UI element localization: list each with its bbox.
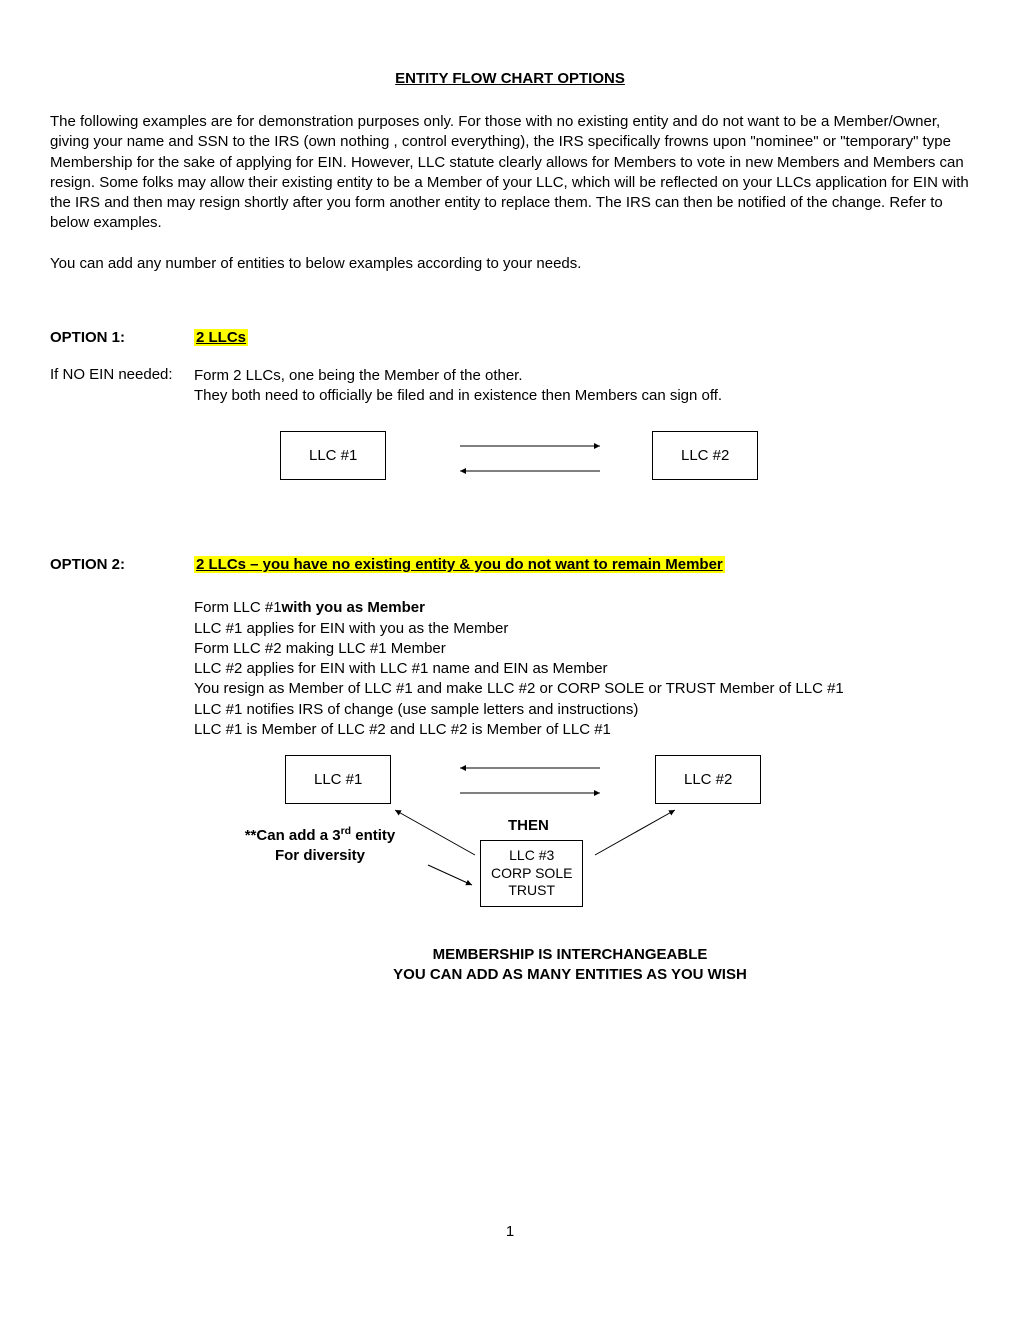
- page-number: 1: [0, 1223, 1020, 1240]
- node2-llc2: LLC #2: [655, 755, 761, 804]
- footer-message: MEMBERSHIP IS INTERCHANGEABLE YOU CAN AD…: [170, 945, 970, 986]
- option-2-header: OPTION 2: 2 LLCs – you have no existing …: [50, 556, 970, 573]
- option-2-body: Form LLC #1with you as Member LLC #1 app…: [50, 598, 970, 740]
- intro-paragraph-2: You can add any number of entities to be…: [50, 254, 970, 274]
- opt2-l7: LLC #1 is Member of LLC #2 and LLC #2 is…: [194, 721, 611, 738]
- bidir-arrows2-icon: [430, 755, 630, 810]
- intro-paragraph-1: The following examples are for demonstra…: [50, 112, 970, 234]
- opt2-l5: You resign as Member of LLC #1 and make …: [194, 680, 844, 697]
- bidir-arrows-icon: [430, 431, 630, 486]
- option-1-header: OPTION 1: 2 LLCs: [50, 329, 970, 346]
- opt2-l1b: with you as Member: [282, 599, 425, 616]
- option-2-label: OPTION 2:: [50, 556, 194, 573]
- option-1-sublabel: If NO EIN needed:: [50, 366, 194, 407]
- option-1-line1: Form 2 LLCs, one being the Member of the…: [194, 367, 523, 384]
- node-llc2: LLC #2: [652, 431, 758, 480]
- opt2-l4: LLC #2 applies for EIN with LLC #1 name …: [194, 660, 608, 677]
- option-2-title: 2 LLCs – you have no existing entity & y…: [194, 556, 725, 573]
- opt2-l6: LLC #1 notifies IRS of change (use sampl…: [194, 701, 638, 718]
- option-1-line2: They both need to officially be filed an…: [194, 387, 722, 404]
- option-1-label: OPTION 1:: [50, 329, 194, 346]
- option-1-diagram: LLC #1 LLC #2: [280, 421, 840, 501]
- option-1-title: 2 LLCs: [194, 329, 248, 346]
- opt2-l2: LLC #1 applies for EIN with you as the M…: [194, 620, 508, 637]
- option-1-body: If NO EIN needed: Form 2 LLCs, one being…: [50, 366, 970, 407]
- diversity-note: **Can add a 3rd entity For diversity: [210, 825, 430, 865]
- opt2-l1a: Form LLC #1: [194, 599, 282, 616]
- node2-llc1: LLC #1: [285, 755, 391, 804]
- then-label: THEN: [508, 817, 549, 834]
- opt2-l3: Form LLC #2 making LLC #1 Member: [194, 640, 446, 657]
- option-2-diagram: LLC #1 LLC #2 THEN **Can add a 3rd entit…: [210, 755, 870, 935]
- node-middle: LLC #3 CORP SOLE TRUST: [480, 840, 583, 907]
- node-llc1: LLC #1: [280, 431, 386, 480]
- page-title: ENTITY FLOW CHART OPTIONS: [50, 70, 970, 87]
